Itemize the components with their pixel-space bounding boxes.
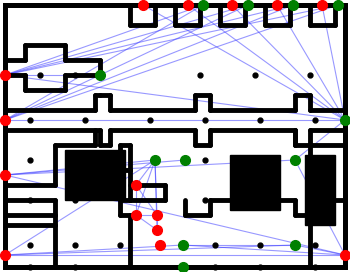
- Bar: [65, 150, 125, 200]
- Bar: [230, 155, 280, 210]
- Bar: [305, 155, 335, 225]
